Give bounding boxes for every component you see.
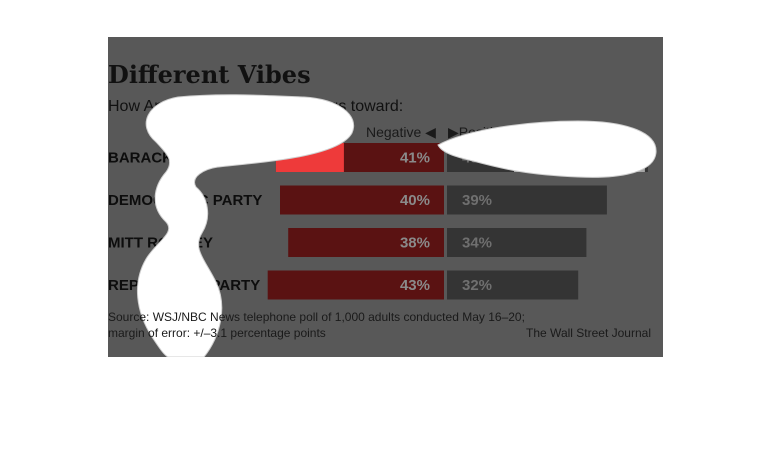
- data-label-positive: 34%: [462, 235, 492, 252]
- bar-positive: [447, 228, 587, 257]
- chart-title: Different Vibes: [108, 60, 311, 89]
- data-label-negative: 41%: [400, 150, 430, 167]
- bar-negative: [280, 185, 444, 215]
- source-line-1: Source: WSJ/NBC News telephone poll of 1…: [108, 310, 525, 324]
- overlay-blob-right: [437, 120, 657, 178]
- bar-negative: [288, 228, 444, 257]
- credit-text: The Wall Street Journal: [526, 326, 651, 340]
- legend-negative: Negative ◀: [366, 124, 436, 140]
- chart: Different Vibes How Americans rate their…: [108, 60, 657, 357]
- bar-positive: [447, 185, 607, 215]
- data-label-negative: 43%: [400, 277, 430, 294]
- bar-positive: [447, 270, 579, 300]
- overlay-blob-left: [136, 94, 355, 357]
- data-label-negative: 38%: [400, 235, 430, 252]
- data-label-negative: 40%: [400, 192, 430, 209]
- source-line-2: margin of error: +/–3.1 percentage point…: [108, 326, 326, 340]
- bar-negative: [267, 270, 444, 300]
- chart-panel: Different Vibes How Americans rate their…: [108, 37, 663, 357]
- overlay-layer: [136, 94, 657, 357]
- data-label-positive: 32%: [462, 277, 492, 294]
- data-label-positive: 39%: [462, 192, 492, 209]
